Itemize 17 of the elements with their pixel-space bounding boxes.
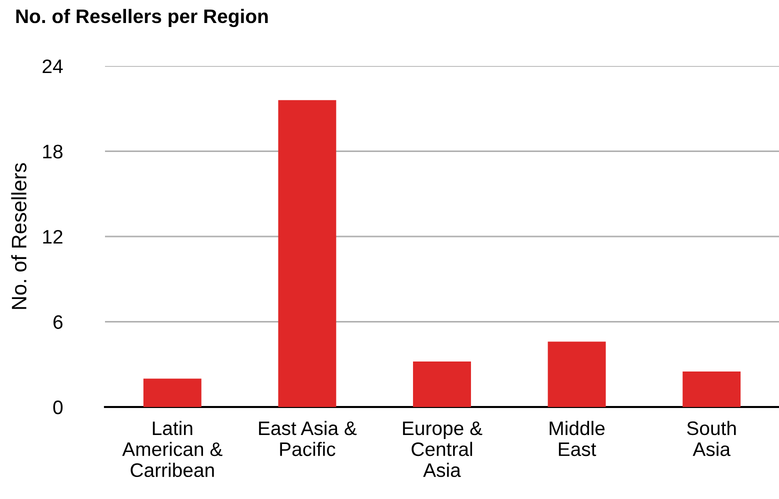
y-tick-label: 24 xyxy=(42,59,63,74)
y-tick-label: 6 xyxy=(54,315,62,329)
bar xyxy=(682,371,741,407)
y-tick-label: 12 xyxy=(43,230,62,244)
x-tick-label: Latin American & Carribean xyxy=(122,420,222,478)
y-tick-label: 18 xyxy=(43,144,62,158)
x-tick-label: East Asia & Pacific xyxy=(259,420,357,456)
bar xyxy=(413,362,471,407)
x-tick-label: South Asia xyxy=(687,420,736,456)
y-tick-label: 0 xyxy=(53,400,63,414)
x-tick-label: Europe & Central Asia xyxy=(403,422,482,478)
bar xyxy=(548,342,606,407)
y-axis-title: No. of Resellers xyxy=(11,163,26,309)
x-tick-label: Middle East xyxy=(550,420,605,456)
chart-title: No. of Resellers per Region xyxy=(16,8,268,28)
bar xyxy=(143,378,202,407)
bar xyxy=(278,100,336,407)
